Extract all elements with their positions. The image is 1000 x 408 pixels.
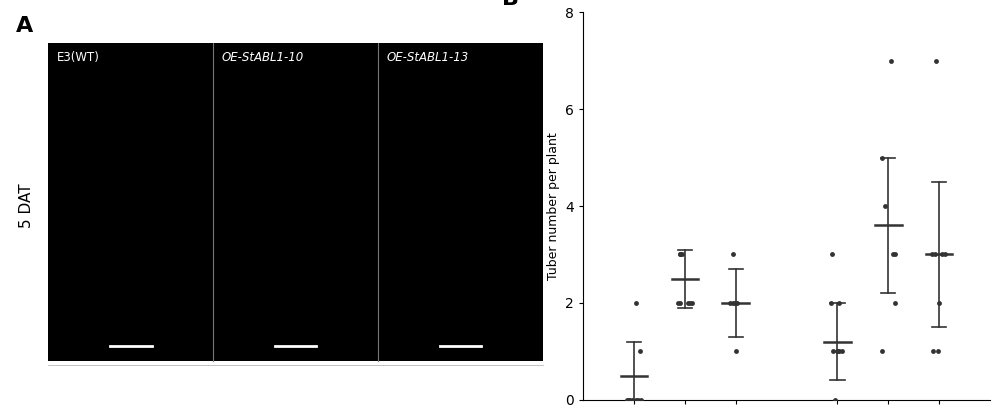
Bar <box>48 43 543 361</box>
Y-axis label: Tuber number per plant: Tuber number per plant <box>547 132 560 280</box>
Text: OE-StABL1-13: OE-StABL1-13 <box>386 51 468 64</box>
Text: E3(WT): E3(WT) <box>57 51 100 64</box>
Text: OE-StABL1-10: OE-StABL1-10 <box>221 51 304 64</box>
Text: A: A <box>15 16 33 36</box>
Text: B: B <box>502 0 519 9</box>
Text: 5 DAT: 5 DAT <box>19 184 34 228</box>
